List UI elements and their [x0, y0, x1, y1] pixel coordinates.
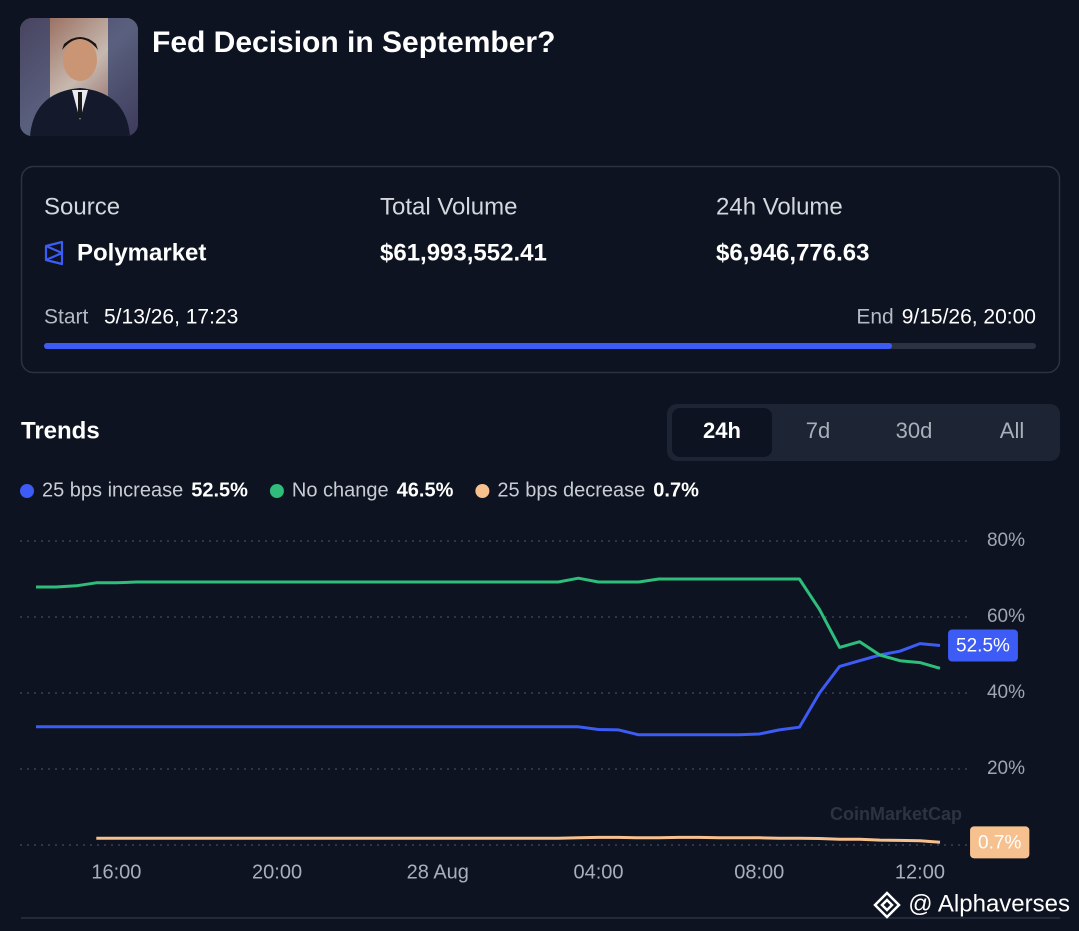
avatar — [20, 18, 138, 136]
stat-label: Total Volume — [380, 193, 517, 220]
y-tick-label: 60% — [987, 606, 1025, 627]
x-tick-label: 20:00 — [252, 861, 302, 883]
chart: CoinMarketCap 20% 40% 60% 80% 16:00 20:00 28 Au… — [20, 530, 1030, 883]
stat-label: 24h Volume — [716, 193, 843, 220]
y-tick-label: 80% — [987, 530, 1025, 551]
stat-value: $61,993,552.41 — [380, 239, 547, 266]
legend-dot — [475, 484, 490, 498]
start-label: Start — [44, 306, 89, 329]
end-tag-label: 52.5% — [956, 636, 1010, 657]
polymarket-icon — [44, 240, 64, 266]
end-tag-label: 0.7% — [978, 832, 1021, 853]
legend-value: 46.5% — [397, 479, 454, 501]
legend-value: 52.5% — [191, 479, 248, 501]
stats: Source Polymarket Total Volume $61,993,552.… — [44, 193, 869, 266]
x-tick-label: 04:00 — [573, 861, 623, 883]
legend-value: 0.7% — [653, 479, 699, 501]
trends-title: Trends — [21, 417, 100, 444]
end-date: 9/15/26, 20:00 — [902, 306, 1036, 329]
stat-value: Polymarket — [77, 239, 206, 266]
series-line — [96, 835, 941, 844]
tab[interactable]: 30d — [896, 418, 933, 443]
legend: 25 bps increase 52.5% No change 46.5% 25 bps… — [20, 479, 699, 501]
tabs: 24h 7d 30d All — [703, 418, 1024, 443]
tab[interactable]: 24h — [703, 418, 741, 443]
x-tick-label: 16:00 — [91, 861, 141, 883]
x-tick-label: 12:00 — [895, 861, 945, 883]
x-tick-label: 08:00 — [734, 861, 784, 883]
end-tag — [948, 629, 1018, 662]
watermark: @ Alphaverses — [908, 890, 1070, 917]
progress-fill — [44, 343, 892, 349]
legend-dot — [20, 484, 34, 498]
end-label: End — [856, 306, 893, 329]
legend-dot — [269, 484, 284, 498]
tab[interactable]: All — [1000, 418, 1024, 443]
end-tag — [970, 826, 1030, 859]
legend-name: 25 bps increase — [42, 479, 183, 501]
legend-name: 25 bps decrease — [497, 479, 645, 501]
tab-active-bg — [672, 408, 772, 457]
start-date: 5/13/26, 17:23 — [104, 306, 238, 329]
legend-name: No change — [292, 479, 389, 501]
alphaverses-icon — [873, 891, 901, 919]
page-title: Fed Decision in September? — [152, 26, 555, 59]
y-tick-label: 20% — [987, 758, 1025, 779]
x-tick-label: 28 Aug — [407, 861, 469, 883]
stat-value: $6,946,776.63 — [716, 239, 869, 266]
chart-watermark: CoinMarketCap — [830, 804, 962, 824]
tab[interactable]: 7d — [806, 418, 830, 443]
stat-label: Source — [44, 193, 120, 220]
y-tick-label: 40% — [987, 682, 1025, 703]
series-line — [36, 576, 941, 670]
stats-card — [20, 165, 1061, 374]
series-line — [36, 642, 941, 737]
